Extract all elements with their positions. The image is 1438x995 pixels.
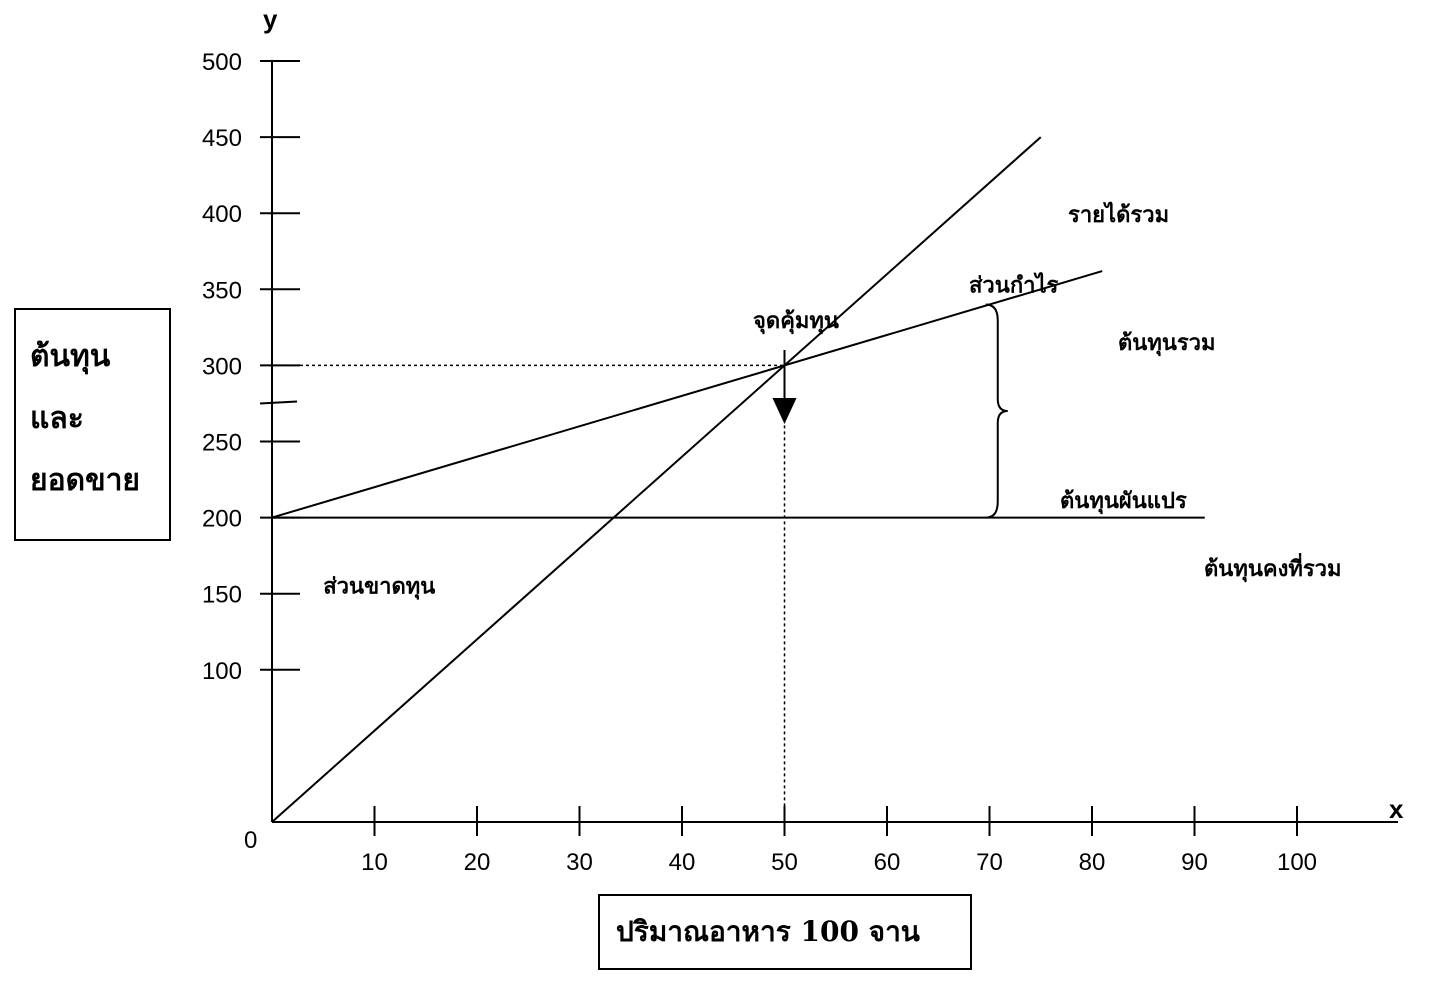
loss-area-label: ส่วนขาดทุน <box>323 575 435 601</box>
y-tick-label-100: 100 <box>202 658 242 685</box>
break-even-label: จุดคุ้มทุน <box>753 309 839 335</box>
x-axis-letter: x <box>1389 794 1404 824</box>
y-tick-label-500: 500 <box>202 49 242 76</box>
y-tick-label-150: 150 <box>202 582 242 609</box>
total-revenue-label: รายได้รวม <box>1068 201 1169 228</box>
y-tick-label-350: 350 <box>202 277 242 304</box>
y-axis-label-box: ต้นทุน และ ยอดขาย <box>14 308 171 541</box>
total-fixed-cost-label: ต้นทุนคงที่รวม <box>1204 552 1342 583</box>
x-tick-label-30: 30 <box>566 849 593 876</box>
x-tick-label-80: 80 <box>1079 849 1106 876</box>
y-tick-label-450: 450 <box>202 125 242 152</box>
variable-cost-brace <box>985 303 1008 519</box>
x-tick-label-50: 50 <box>771 849 798 876</box>
total-cost-label: ต้นทุนรวม <box>1118 331 1216 357</box>
y-tick-label-250: 250 <box>202 430 242 457</box>
total-revenue-line <box>271 136 1042 823</box>
axes: y x 0 <box>244 4 1404 854</box>
break-even-guides <box>276 364 786 834</box>
ticks: 100 150 200 250 300 350 400 450 500 10 20 30 40 50 60 7… <box>202 49 1317 876</box>
x-tick-label-100: 100 <box>1277 849 1317 876</box>
break-even-arrow-head <box>772 398 797 424</box>
profit-area-label: ส่วนกำไร <box>969 271 1059 298</box>
origin-label: 0 <box>244 827 257 854</box>
x-axis-label: ปริมาณอาหาร 100 จาน <box>616 915 920 948</box>
total-cost-line <box>271 270 1103 519</box>
variable-cost-label: ต้นทุนผันแปร <box>1060 489 1187 515</box>
x-tick-label-70: 70 <box>976 849 1003 876</box>
y-tick-label-300: 300 <box>202 353 242 380</box>
y-axis-letter: y <box>263 4 278 34</box>
y-axis-label-line-3: ยอดขาย <box>30 463 141 498</box>
x-tick-label-20: 20 <box>464 849 491 876</box>
x-tick-label-40: 40 <box>669 849 696 876</box>
y-tick-label-200: 200 <box>202 506 242 533</box>
y-tick-label-400: 400 <box>202 201 242 228</box>
y-axis-label-line-2: และ <box>30 401 84 436</box>
x-tick-label-60: 60 <box>874 849 901 876</box>
x-axis-label-box: ปริมาณอาหาร 100 จาน <box>598 894 972 970</box>
x-tick-label-10: 10 <box>361 849 388 876</box>
y-axis-label-line-1: ต้นทุน <box>30 339 111 374</box>
series-lines <box>271 136 1205 823</box>
x-tick-label-90: 90 <box>1181 849 1208 876</box>
y-minor-tick <box>259 400 298 405</box>
